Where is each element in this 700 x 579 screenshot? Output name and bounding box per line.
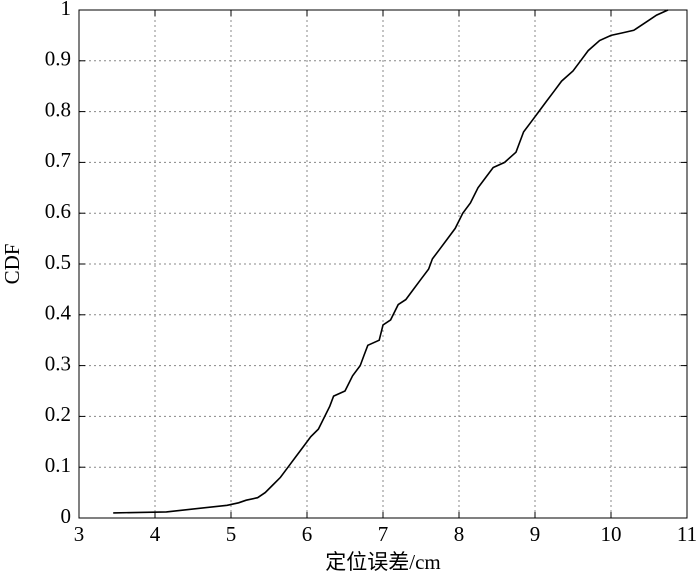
x-tick-label: 7 xyxy=(378,522,389,546)
y-tick-label: 0 xyxy=(61,504,72,528)
y-tick-label: 0.7 xyxy=(45,148,71,172)
y-tick-label: 0.3 xyxy=(45,351,71,375)
x-tick-label: 9 xyxy=(530,522,541,546)
y-tick-label: 0.6 xyxy=(45,199,71,223)
y-tick-label: 0.9 xyxy=(45,47,71,71)
x-tick-label: 10 xyxy=(601,522,622,546)
cdf-line xyxy=(113,9,669,514)
x-tick-label: 4 xyxy=(150,522,161,546)
y-tick-label: 0.8 xyxy=(45,97,71,121)
x-axis-label: 定位误差/cm xyxy=(325,550,441,574)
plot-frame xyxy=(78,9,688,519)
x-tick-label: 11 xyxy=(677,522,697,546)
y-tick-label: 1 xyxy=(61,0,72,20)
y-tick-label: 0.1 xyxy=(45,453,71,477)
x-tick-label: 5 xyxy=(226,522,237,546)
x-tick-label: 6 xyxy=(302,522,313,546)
y-tick-label: 0.2 xyxy=(45,402,71,426)
y-axis-label: CDF xyxy=(0,244,24,285)
y-tick-label: 0.4 xyxy=(45,301,72,325)
x-tick-label: 3 xyxy=(74,522,85,546)
y-tick-label: 0.5 xyxy=(45,250,71,274)
x-tick-label: 8 xyxy=(454,522,465,546)
